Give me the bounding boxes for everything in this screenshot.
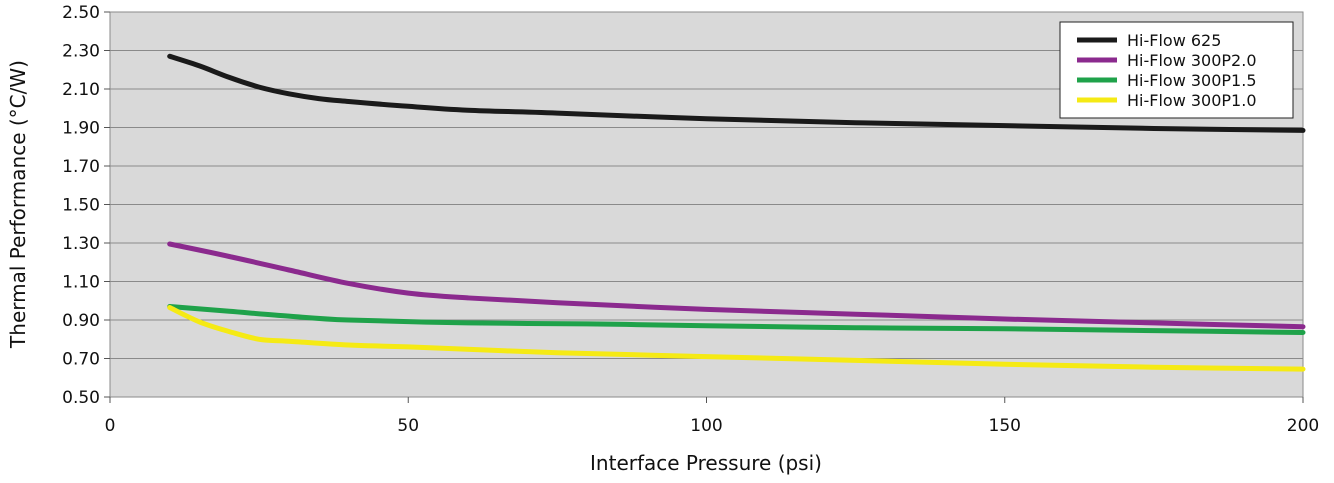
y-axis-title: Thermal Performance (°C/W) [6, 60, 30, 349]
y-tick-label: 1.90 [62, 119, 100, 139]
y-tick-label: 1.30 [62, 234, 100, 254]
series-line-0 [167, 53, 1306, 133]
gridlines [110, 11, 1303, 398]
y-tick-label: 0.50 [62, 388, 100, 408]
y-tick-label: 1.50 [62, 196, 100, 216]
y-tick-label: 0.90 [62, 311, 100, 331]
x-axis-ticks: 0 50 100 150 200 [105, 397, 1319, 436]
legend-label: Hi-Flow 625 [1127, 31, 1221, 50]
y-tick-label: 2.50 [62, 3, 100, 23]
y-tick-label: 0.70 [62, 350, 100, 370]
x-tick-label: 50 [397, 416, 419, 436]
x-tick-label: 100 [690, 416, 722, 436]
series-line-2 [167, 304, 1306, 335]
legend-label: Hi-Flow 300P1.0 [1127, 91, 1257, 110]
series-line-1 [167, 241, 1306, 330]
legend-label: Hi-Flow 300P1.5 [1127, 71, 1257, 90]
x-tick-label: 0 [105, 416, 116, 436]
y-tick-label: 2.30 [62, 42, 100, 62]
y-tick-label: 2.10 [62, 80, 100, 100]
x-tick-label: 200 [1287, 416, 1319, 436]
legend-label: Hi-Flow 300P2.0 [1127, 51, 1257, 70]
series-lines [167, 53, 1306, 372]
x-tick-label: 150 [989, 416, 1021, 436]
y-tick-label: 1.70 [62, 157, 100, 177]
y-axis-ticks: 0.50 0.70 0.90 1.10 1.30 1.50 1.70 1.90 2.10 2.30… [62, 3, 110, 408]
y-tick-label: 1.10 [62, 273, 100, 293]
x-axis-title: Interface Pressure (psi) [590, 451, 822, 475]
series-line-3 [167, 305, 1306, 372]
